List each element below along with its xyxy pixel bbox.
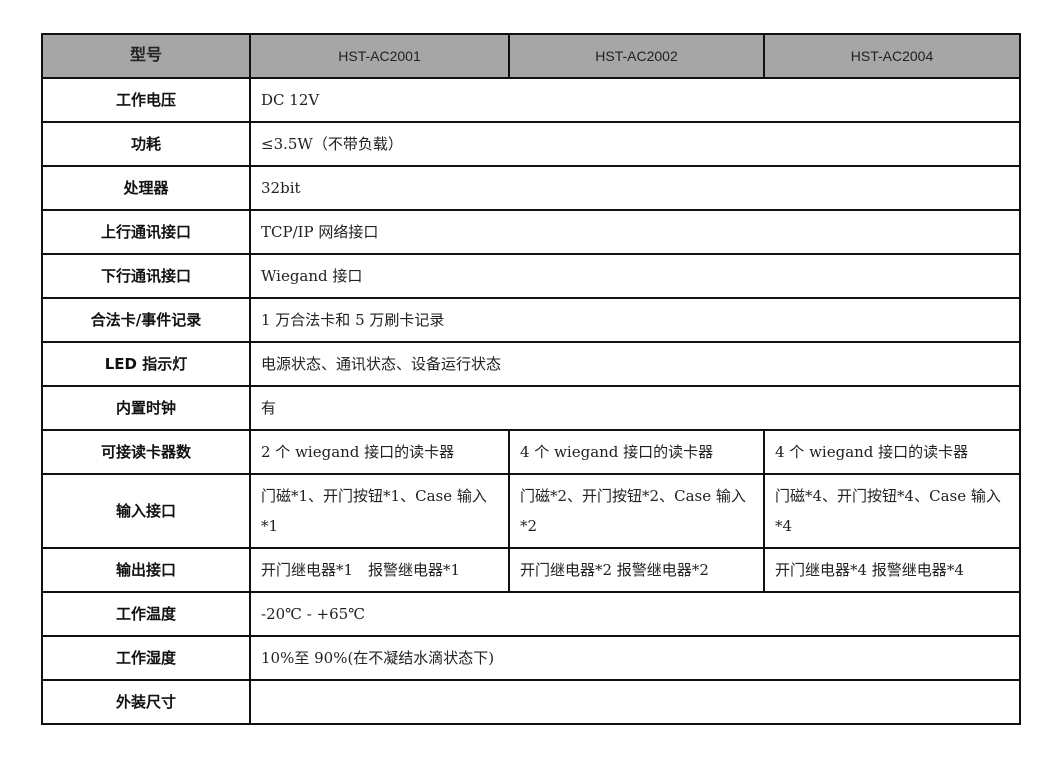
spec-value: -20℃ - +65℃ [249, 591, 1021, 637]
spec-value: Wiegand 接口 [249, 253, 1021, 299]
spec-row: 内置时钟有 [41, 385, 1021, 431]
spec-value: 有 [249, 385, 1021, 431]
spec-row: 输入接口 门磁*1、开门按钮*1、Case 输入*1 门磁*2、开门按钮*2、Cas… [41, 473, 1021, 549]
spec-row: 功耗 ≤3.5W（不带负载） [41, 121, 1021, 167]
spec-row: 上行通讯接口 TCP/IP 网络接口 [41, 209, 1021, 255]
spec-label: 输出接口 [41, 547, 251, 593]
spec-value: ≤3.5W（不带负载） [249, 121, 1021, 167]
spec-value: 门磁*4、开门按钮*4、Case 输入*4 [763, 473, 1021, 549]
spec-value: 电源状态、通讯状态、设备运行状态 [249, 341, 1021, 387]
spec-value [249, 679, 1021, 725]
spec-value: 32bit [249, 165, 1021, 211]
spec-value: 开门继电器*4 报警继电器*4 [763, 547, 1021, 593]
spec-value: DC 12V [249, 77, 1021, 123]
spec-row: 工作温度 -20℃ - +65℃ [41, 591, 1021, 637]
header-row: 型号 HST-AC2001 HST-AC2002 HST-AC2004 [41, 33, 1021, 79]
spec-label: 下行通讯接口 [41, 253, 251, 299]
spec-table: 型号 HST-AC2001 HST-AC2002 HST-AC2004 工作电压… [41, 33, 1021, 725]
model-header: HST-AC2004 [763, 33, 1021, 79]
spec-value: 4 个 wiegand 接口的读卡器 [763, 429, 1021, 475]
spec-value: TCP/IP 网络接口 [249, 209, 1021, 255]
spec-label: 功耗 [41, 121, 251, 167]
model-header: HST-AC2001 [249, 33, 510, 79]
spec-value: 开门继电器*1 报警继电器*1 [249, 547, 510, 593]
spec-label: LED 指示灯 [41, 341, 251, 387]
spec-value: 10%至 90%(在不凝结水滴状态下) [249, 635, 1021, 681]
spec-label: 处理器 [41, 165, 251, 211]
spec-value: 开门继电器*2 报警继电器*2 [508, 547, 765, 593]
spec-value: 2 个 wiegand 接口的读卡器 [249, 429, 510, 475]
spec-row: 工作电压 DC 12V [41, 77, 1021, 123]
spec-label: 工作温度 [41, 591, 251, 637]
spec-label: 合法卡/事件记录 [41, 297, 251, 343]
model-header: HST-AC2002 [508, 33, 765, 79]
spec-row: LED 指示灯 电源状态、通讯状态、设备运行状态 [41, 341, 1021, 387]
spec-row: 外装尺寸 [41, 679, 1021, 725]
spec-row: 合法卡/事件记录 1 万合法卡和 5 万刷卡记录 [41, 297, 1021, 343]
spec-value: 1 万合法卡和 5 万刷卡记录 [249, 297, 1021, 343]
spec-label: 输入接口 [41, 473, 251, 549]
spec-row: 输出接口 开门继电器*1 报警继电器*1 开门继电器*2 报警继电器*2 开门继电器*… [41, 547, 1021, 593]
spec-value: 4 个 wiegand 接口的读卡器 [508, 429, 765, 475]
spec-row: 处理器 32bit [41, 165, 1021, 211]
spec-value: 门磁*1、开门按钮*1、Case 输入*1 [249, 473, 510, 549]
spec-label: 工作湿度 [41, 635, 251, 681]
spec-value: 门磁*2、开门按钮*2、Case 输入*2 [508, 473, 765, 549]
spec-label: 工作电压 [41, 77, 251, 123]
spec-label: 上行通讯接口 [41, 209, 251, 255]
spec-row: 可接读卡器数 2 个 wiegand 接口的读卡器 4 个 wiegand 接口的读… [41, 429, 1021, 475]
spec-label: 外装尺寸 [41, 679, 251, 725]
spec-row: 下行通讯接口 Wiegand 接口 [41, 253, 1021, 299]
spec-row: 工作湿度 10%至 90%(在不凝结水滴状态下) [41, 635, 1021, 681]
spec-label: 内置时钟 [41, 385, 251, 431]
header-label: 型号 [41, 33, 251, 79]
spec-label: 可接读卡器数 [41, 429, 251, 475]
